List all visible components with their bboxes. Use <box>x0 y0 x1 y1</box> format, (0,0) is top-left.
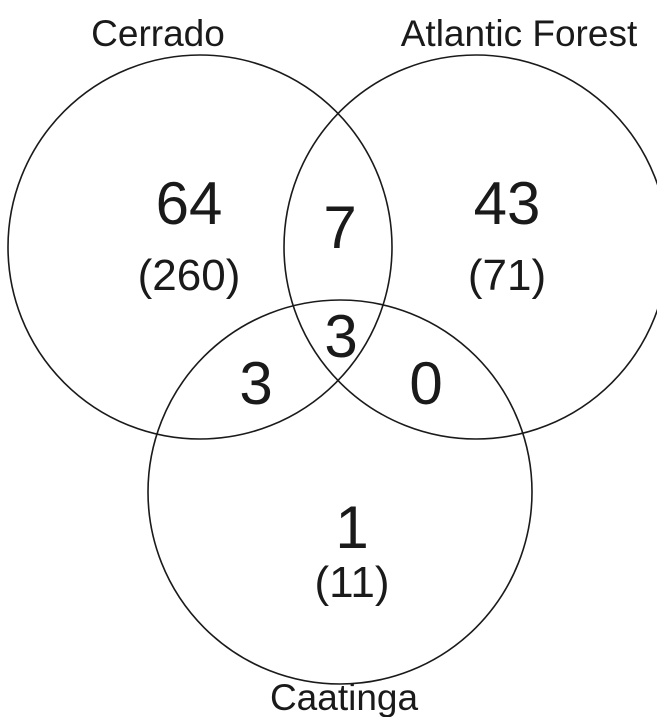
caatinga-circle <box>147 299 533 685</box>
atlantic-caatinga-count: 0 <box>409 350 442 417</box>
cerrado-caatinga-count: 3 <box>239 350 272 417</box>
atlantic-forest-label: Atlantic Forest <box>401 13 638 54</box>
cerrado-atlantic-count: 7 <box>323 194 356 261</box>
cerrado-only-count: 64 <box>156 170 223 237</box>
cerrado-circle <box>7 54 393 440</box>
all-three-count: 3 <box>324 303 357 370</box>
cerrado-only-total: (260) <box>138 251 241 300</box>
caatinga-only-total: (11) <box>315 558 390 607</box>
atlantic-forest-only-count: 43 <box>474 170 541 237</box>
caatinga-label: Caatinga <box>270 677 419 717</box>
caatinga-only-count: 1 <box>335 494 368 561</box>
atlantic-forest-circle <box>283 54 657 440</box>
atlantic-forest-only-total: (71) <box>468 251 546 300</box>
cerrado-label: Cerrado <box>91 13 225 54</box>
